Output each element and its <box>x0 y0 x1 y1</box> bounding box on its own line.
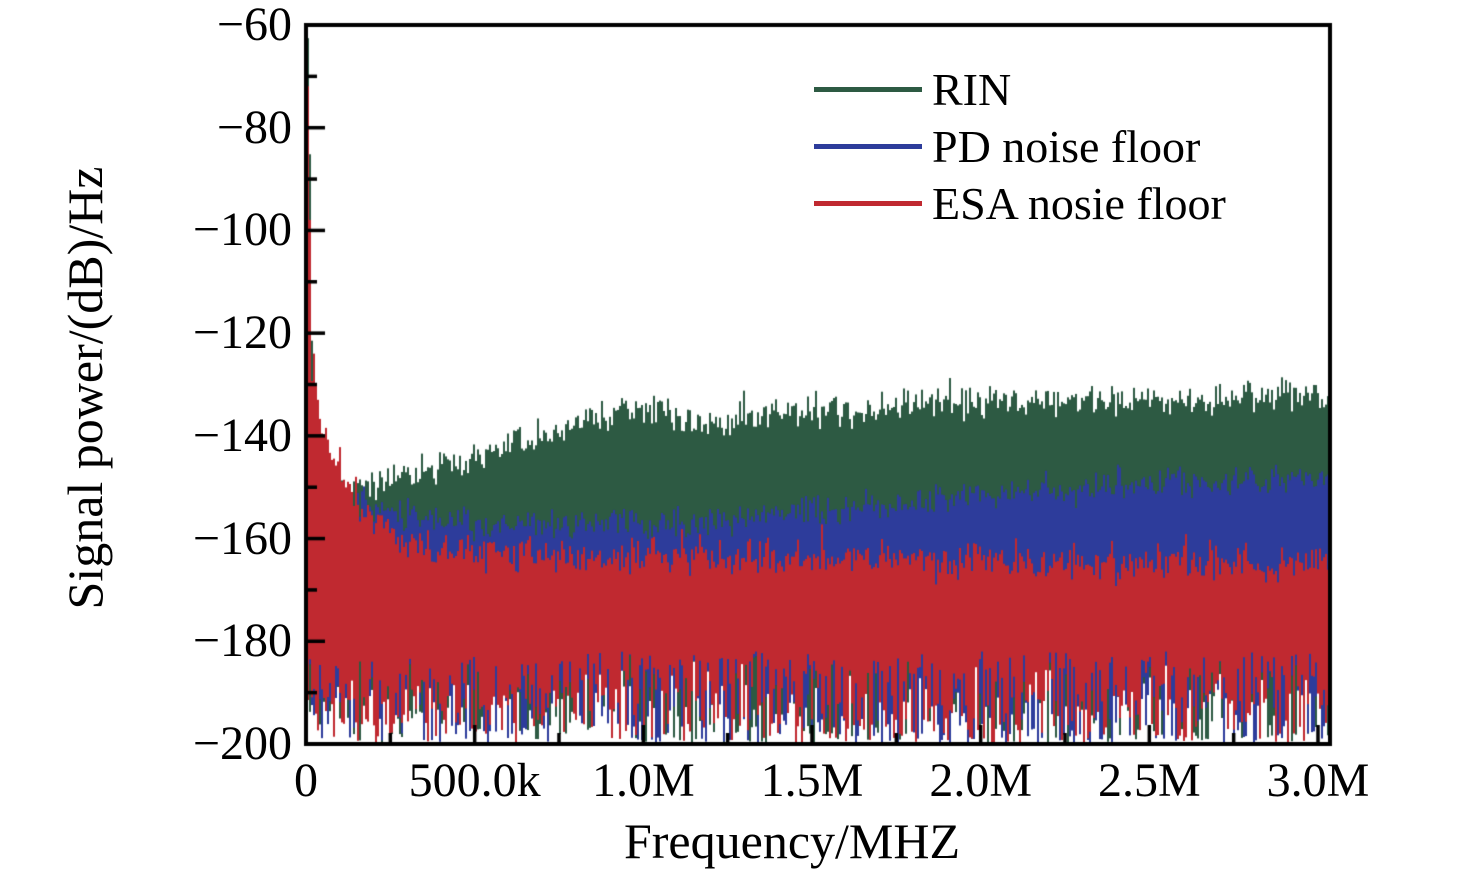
rin-legend-label: RIN <box>932 63 1012 115</box>
esa-noise-floor-legend-line <box>814 201 922 206</box>
esa-noise-floor-legend-label: ESA nosie floor <box>932 177 1226 229</box>
x-tick-label: 500.0k <box>408 754 541 807</box>
pd-noise-floor-legend-label: PD noise floor <box>932 120 1201 172</box>
x-tick-label: 1.0M <box>591 754 695 807</box>
x-axis-title: Frequency/MHZ <box>623 813 961 869</box>
y-tick-label: −160 <box>192 511 292 565</box>
x-tick-label: 2.5M <box>1097 754 1201 807</box>
y-tick-label: −100 <box>192 203 292 257</box>
y-tick-label: −180 <box>192 614 292 668</box>
legend-item-rin: RIN <box>814 61 1226 118</box>
y-tick-label: −60 <box>216 0 292 51</box>
x-tick-label: 1.5M <box>760 754 864 807</box>
x-tick-label: 0 <box>294 754 318 807</box>
rin-legend-line <box>814 87 922 92</box>
x-tick-label: 3.0M <box>1266 754 1370 807</box>
y-tick-label: −200 <box>192 717 292 770</box>
legend-item-pd-noise-floor: PD noise floor <box>814 118 1226 175</box>
y-tick-label: −140 <box>192 408 292 462</box>
y-tick-label: −80 <box>216 100 292 154</box>
y-axis-title: Signal power/(dB)/Hz <box>57 166 113 610</box>
legend: RIN PD noise floor ESA nosie floor <box>814 61 1226 232</box>
pd-noise-floor-legend-line <box>814 144 922 149</box>
legend-item-esa-noise-floor: ESA nosie floor <box>814 175 1226 232</box>
y-tick-label: −120 <box>192 306 292 360</box>
x-tick-label: 2.0M <box>929 754 1032 807</box>
